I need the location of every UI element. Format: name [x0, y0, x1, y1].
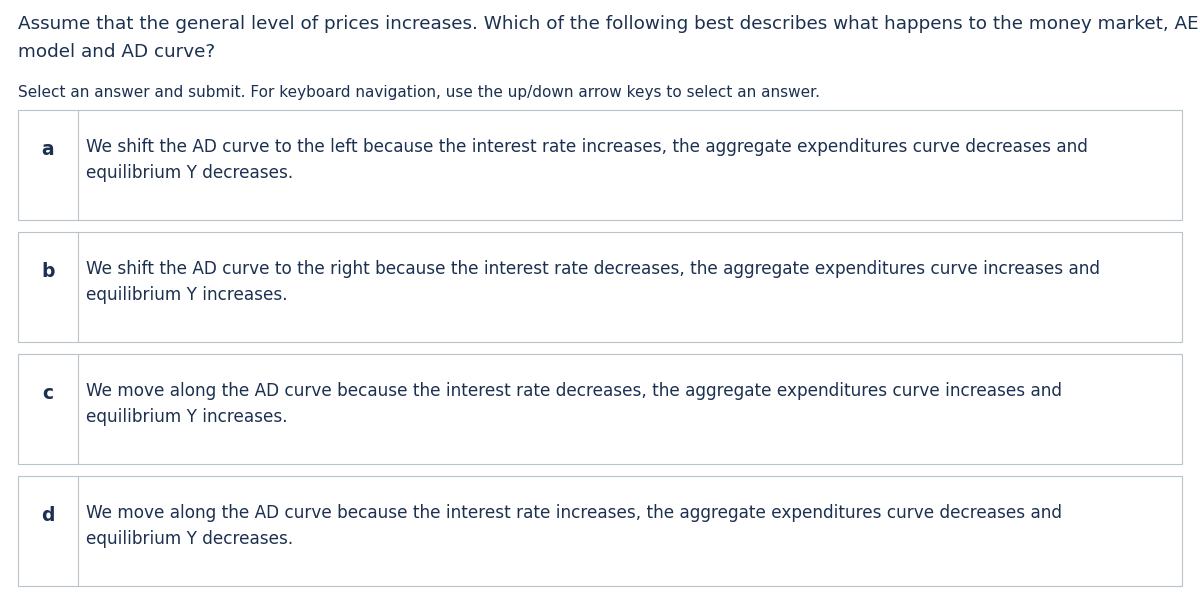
Text: c: c — [42, 384, 54, 403]
Text: We move along the AD curve because the interest rate decreases, the aggregate ex: We move along the AD curve because the i… — [86, 382, 1062, 426]
Text: We shift the AD curve to the left because the interest rate increases, the aggre: We shift the AD curve to the left becaus… — [86, 138, 1088, 183]
Bar — [18, 232, 1182, 342]
Text: a: a — [42, 140, 54, 159]
Text: b: b — [41, 262, 55, 281]
Text: Select an answer and submit. For keyboard navigation, use the up/down arrow keys: Select an answer and submit. For keyboar… — [18, 85, 820, 100]
Bar — [18, 476, 1182, 586]
Text: We move along the AD curve because the interest rate increases, the aggregate ex: We move along the AD curve because the i… — [86, 504, 1062, 549]
Text: Assume that the general level of prices increases. Which of the following best d: Assume that the general level of prices … — [18, 15, 1199, 33]
Bar — [18, 110, 1182, 220]
Text: We shift the AD curve to the right because the interest rate decreases, the aggr: We shift the AD curve to the right becau… — [86, 260, 1100, 304]
Text: d: d — [41, 506, 55, 525]
Text: model and AD curve?: model and AD curve? — [18, 43, 215, 61]
Bar — [18, 354, 1182, 464]
